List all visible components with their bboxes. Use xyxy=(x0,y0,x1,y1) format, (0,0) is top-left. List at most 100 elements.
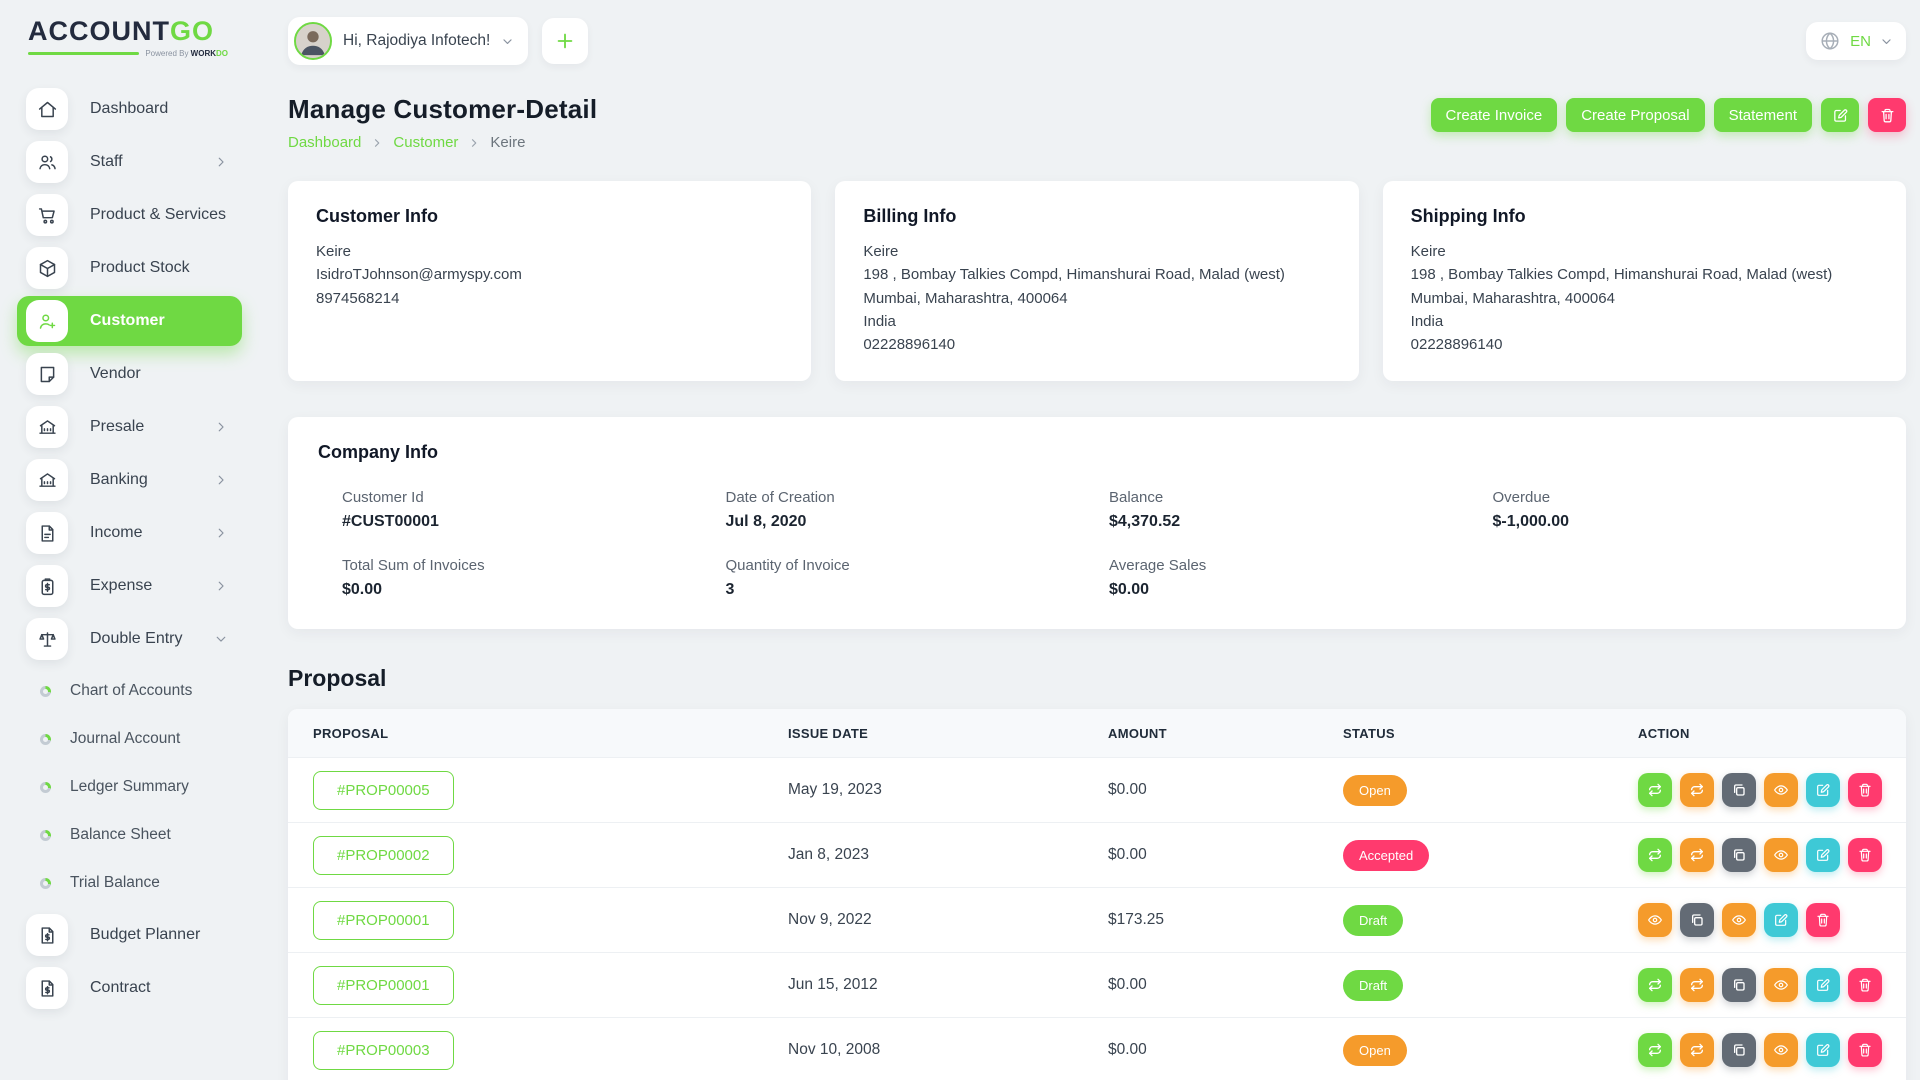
convert-button[interactable] xyxy=(1638,773,1672,808)
breadcrumb-dashboard[interactable]: Dashboard xyxy=(288,134,362,151)
table-row: #PROP00002 Jan 8, 2023 $0.00 Accepted xyxy=(288,822,1906,888)
edit-button[interactable] xyxy=(1806,1033,1840,1068)
row-actions xyxy=(1638,1033,1906,1068)
convert-button[interactable] xyxy=(1680,968,1714,1003)
column-action: ACTION xyxy=(1638,725,1690,741)
brand-logo[interactable]: ACCOUNTGO Powered By WORKDO xyxy=(0,10,252,58)
page-actions: Create Invoice Create Proposal Statement xyxy=(1430,98,1906,132)
sidebar-item-expense[interactable]: Expense xyxy=(17,561,242,611)
amount: $0.00 xyxy=(1108,846,1147,864)
convert-button[interactable] xyxy=(1638,968,1672,1003)
sidebar-item-double-entry[interactable]: Double Entry xyxy=(17,614,242,664)
convert-button[interactable] xyxy=(1680,1033,1714,1068)
convert-button[interactable] xyxy=(1638,838,1672,873)
view-button[interactable] xyxy=(1638,903,1672,938)
bullet-icon xyxy=(40,877,51,889)
sidebar-subitem-ledger-summary[interactable]: Ledger Summary xyxy=(0,763,252,811)
sidebar-item-label: Banking xyxy=(90,471,148,488)
bullet-icon xyxy=(40,685,51,697)
chevron-right-icon xyxy=(468,137,480,149)
proposal-id-link[interactable]: #PROP00003 xyxy=(313,1030,454,1070)
column-status: STATUS xyxy=(1343,725,1395,741)
page-title: Manage Customer-Detail xyxy=(288,94,598,124)
amount: $0.00 xyxy=(1108,1041,1147,1059)
proposal-id-link[interactable]: #PROP00005 xyxy=(313,770,454,810)
chevron-right-icon xyxy=(371,137,383,149)
user-menu[interactable]: Hi, Rajodiya Infotech! xyxy=(288,17,529,65)
edit-button[interactable] xyxy=(1806,773,1840,808)
sidebar-item-label: Income xyxy=(90,524,143,541)
duplicate-button[interactable] xyxy=(1680,903,1714,938)
billing-country: India xyxy=(863,312,896,330)
duplicate-button[interactable] xyxy=(1722,773,1756,808)
proposal-section-title: Proposal xyxy=(288,665,387,692)
status-badge: Open xyxy=(1343,1034,1407,1066)
stat-average-sales: Average Sales $0.00 xyxy=(1109,557,1207,599)
statement-button[interactable]: Statement xyxy=(1713,98,1812,132)
sidebar-subitem-label: Chart of Accounts xyxy=(70,682,193,699)
sidebar-item-budget-planner[interactable]: Budget Planner xyxy=(17,910,242,960)
sidebar-item-vendor[interactable]: Vendor xyxy=(17,349,242,399)
view-button[interactable] xyxy=(1722,903,1756,938)
edit-customer-button[interactable] xyxy=(1821,98,1859,132)
add-button[interactable] xyxy=(542,18,589,64)
edit-button[interactable] xyxy=(1806,968,1840,1003)
duplicate-button[interactable] xyxy=(1722,1033,1756,1068)
globe-icon xyxy=(1819,30,1841,52)
duplicate-button[interactable] xyxy=(1722,968,1756,1003)
view-button[interactable] xyxy=(1764,773,1798,808)
proposal-id-link[interactable]: #PROP00002 xyxy=(313,835,454,875)
sidebar-item-dashboard[interactable]: Dashboard xyxy=(17,84,242,134)
convert-button[interactable] xyxy=(1680,838,1714,873)
sidebar-item-staff[interactable]: Staff xyxy=(17,137,242,187)
shipping-address-line: 198 , Bombay Talkies Compd, Himanshurai … xyxy=(1410,266,1833,284)
sidebar-item-product-stock[interactable]: Product Stock xyxy=(17,243,242,293)
convert-button[interactable] xyxy=(1638,1033,1672,1068)
delete-button[interactable] xyxy=(1848,838,1882,873)
language-selector[interactable]: EN xyxy=(1806,22,1906,60)
convert-button[interactable] xyxy=(1680,773,1714,808)
invoice-dollar-icon xyxy=(26,967,68,1009)
proposal-id-link[interactable]: #PROP00001 xyxy=(313,900,454,940)
cube-icon xyxy=(26,247,68,289)
view-button[interactable] xyxy=(1764,968,1798,1003)
stat-quantity-invoice: Quantity of Invoice 3 xyxy=(725,557,850,599)
bank-icon xyxy=(26,459,68,501)
sidebar-item-product-services[interactable]: Product & Services xyxy=(17,190,242,240)
create-invoice-button[interactable]: Create Invoice xyxy=(1430,98,1558,132)
delete-button[interactable] xyxy=(1848,1033,1882,1068)
sidebar-item-income[interactable]: Income xyxy=(17,508,242,558)
sidebar-subitem-chart-of-accounts[interactable]: Chart of Accounts xyxy=(0,667,252,715)
proposal-id-link[interactable]: #PROP00001 xyxy=(313,965,454,1005)
customer-email: IsidroTJohnson@armyspy.com xyxy=(316,266,522,284)
customer-phone: 8974568214 xyxy=(316,289,400,307)
sidebar-item-customer[interactable]: Customer xyxy=(17,296,242,346)
stat-overdue: Overdue $-1,000.00 xyxy=(1492,489,1570,531)
delete-button[interactable] xyxy=(1848,968,1882,1003)
delete-button[interactable] xyxy=(1848,773,1882,808)
sidebar-subitem-journal-account[interactable]: Journal Account xyxy=(0,715,252,763)
delete-customer-button[interactable] xyxy=(1868,98,1906,132)
proposal-table-header: PROPOSAL ISSUE DATE AMOUNT STATUS ACTION xyxy=(288,709,1906,758)
column-proposal: PROPOSAL xyxy=(313,725,389,741)
issue-date: Jan 8, 2023 xyxy=(788,846,870,864)
sidebar-item-label: Product & Services xyxy=(90,206,227,223)
breadcrumb-customer[interactable]: Customer xyxy=(393,134,459,151)
sidebar-subitem-balance-sheet[interactable]: Balance Sheet xyxy=(0,811,252,859)
view-button[interactable] xyxy=(1764,1033,1798,1068)
edit-button[interactable] xyxy=(1764,903,1798,938)
sidebar-item-label: Dashboard xyxy=(90,100,169,117)
breadcrumb-current: Keire xyxy=(490,134,526,151)
view-button[interactable] xyxy=(1764,838,1798,873)
sidebar-subitem-trial-balance[interactable]: Trial Balance xyxy=(0,859,252,907)
delete-button[interactable] xyxy=(1806,903,1840,938)
create-proposal-button[interactable]: Create Proposal xyxy=(1566,98,1705,132)
sidebar-item-contract[interactable]: Contract xyxy=(17,963,242,1013)
sidebar-nav: Dashboard Staff Product & Services Produ… xyxy=(0,84,252,1013)
sidebar-item-presale[interactable]: Presale xyxy=(17,402,242,452)
sidebar-item-banking[interactable]: Banking xyxy=(17,455,242,505)
duplicate-button[interactable] xyxy=(1722,838,1756,873)
edit-button[interactable] xyxy=(1806,838,1840,873)
row-actions xyxy=(1638,968,1906,1003)
scales-icon xyxy=(26,618,68,660)
